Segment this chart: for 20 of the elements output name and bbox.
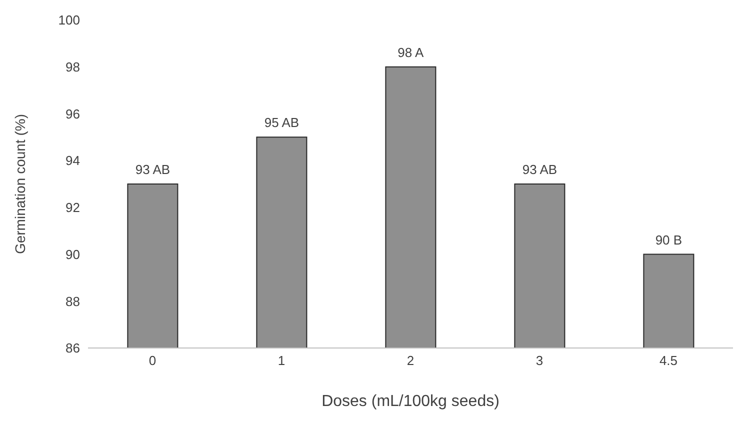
y-tick-label: 94 xyxy=(66,153,80,168)
x-tick-label: 2 xyxy=(406,353,414,368)
x-tick-label: 1 xyxy=(278,353,286,368)
y-tick-label: 100 xyxy=(58,12,80,28)
data-label: 93 AB xyxy=(135,162,170,177)
y-tick-label: 96 xyxy=(66,106,80,122)
data-label: 98 A xyxy=(398,44,424,60)
y-tick-label: 88 xyxy=(66,294,80,309)
data-label: 90 B xyxy=(655,232,682,248)
y-tick-label: 98 xyxy=(66,59,80,74)
data-label: 93 AB xyxy=(522,162,558,177)
x-tick-label: 4.5 xyxy=(659,353,678,368)
x-tick-label: 3 xyxy=(536,353,544,368)
x-tick-label: 0 xyxy=(148,353,156,368)
data-label: 95 AB xyxy=(264,115,300,130)
x-axis-title: Doses (mL/100kg seeds) xyxy=(322,393,500,410)
y-tick-label: 86 xyxy=(66,340,80,356)
y-tick-label: 92 xyxy=(66,200,80,216)
y-tick-label: 90 xyxy=(66,246,80,262)
y-axis-title: Germination count (%) xyxy=(12,114,28,254)
